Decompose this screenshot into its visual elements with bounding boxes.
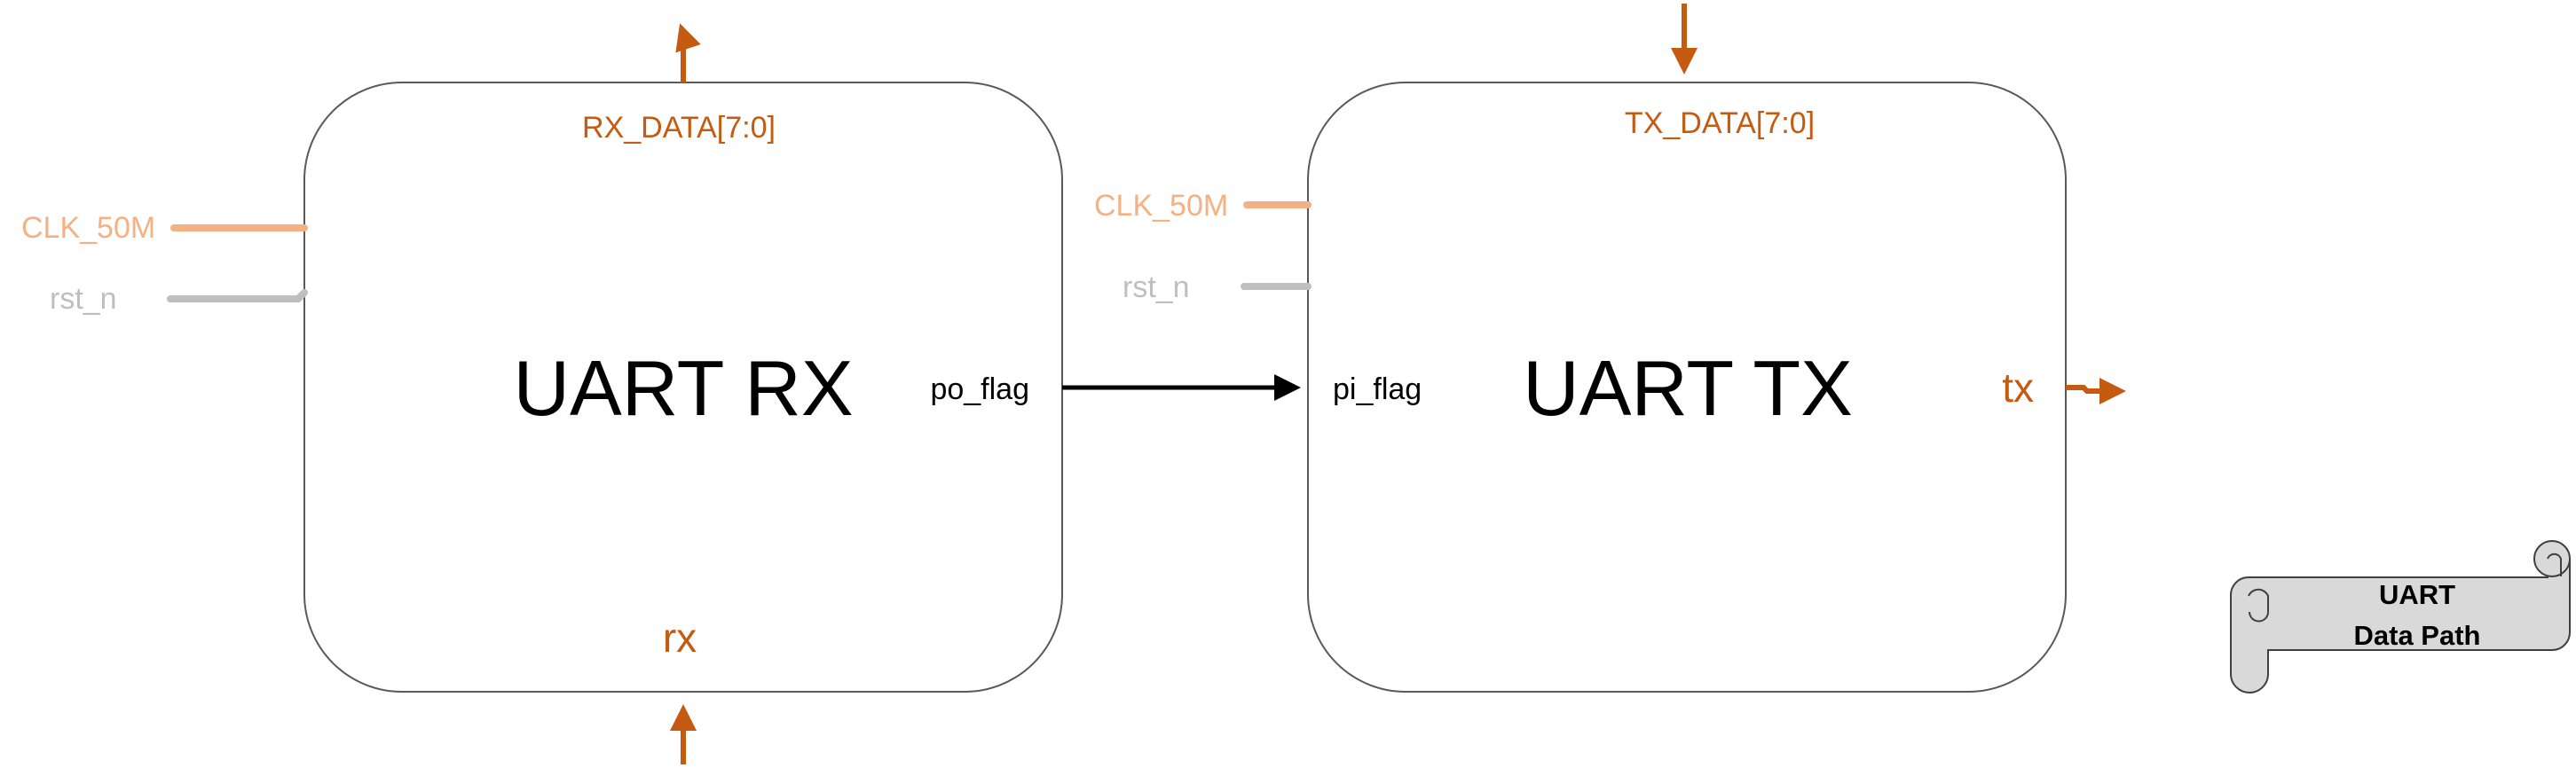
tx-clk-port-label: CLK_50M: [1094, 189, 1228, 223]
rx-serial-port-label: rx: [663, 615, 697, 661]
uart-rx-title: UART RX: [513, 344, 853, 432]
scroll-line-2: Data Path: [2354, 620, 2481, 651]
scroll-curl-right: [2533, 540, 2571, 577]
rx-data-output-arrow: [675, 23, 701, 82]
rx-data-port-label: RX_DATA[7:0]: [582, 111, 776, 145]
scroll-curl-right-inner: [2547, 552, 2562, 576]
rx-clk-port-label: CLK_50M: [21, 211, 155, 245]
tx-serial-port-label: tx: [2002, 364, 2034, 411]
scroll-curl-left: [2248, 588, 2269, 623]
tx-flag-port-label: pi_flag: [1333, 372, 1422, 406]
tx-rst-port-label: rst_n: [1123, 270, 1190, 304]
data-path-scroll-banner: UART Data Path: [2229, 540, 2572, 694]
rx-rst-wire: [167, 289, 308, 302]
rx-flag-port-label: po_flag: [930, 372, 1029, 406]
scroll-line-1: UART: [2379, 579, 2455, 610]
rx-rst-port-label: rst_n: [50, 282, 117, 316]
tx-serial-output-arrow: [2066, 378, 2126, 404]
tx-data-port-label: TX_DATA[7:0]: [1625, 106, 1815, 140]
uart-tx-title: UART TX: [1523, 344, 1853, 432]
uart-tx-block: UART TX TX_DATA[7:0] tx pi_flag CLK_50M …: [1094, 4, 2126, 693]
uart-rx-block: UART RX RX_DATA[7:0] rx po_flag CLK_50M …: [21, 23, 1063, 764]
